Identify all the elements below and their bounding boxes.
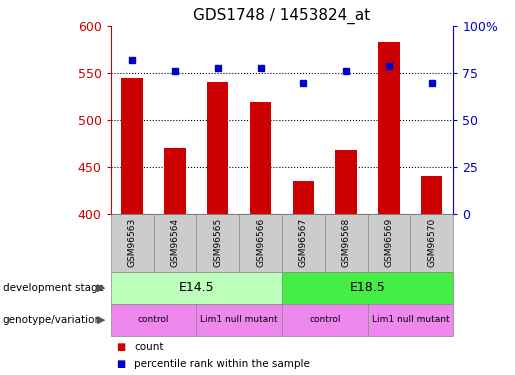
Text: GSM96564: GSM96564: [170, 218, 179, 267]
Text: percentile rank within the sample: percentile rank within the sample: [134, 359, 310, 369]
Bar: [282, 214, 325, 272]
Text: ▶: ▶: [97, 315, 106, 325]
Bar: [164, 148, 185, 214]
Bar: [250, 102, 271, 214]
Bar: [239, 214, 282, 272]
Bar: [335, 150, 357, 214]
Text: ■: ■: [116, 342, 125, 352]
Text: ■: ■: [116, 359, 125, 369]
Bar: [325, 214, 368, 272]
Bar: [421, 176, 442, 214]
Text: GSM96565: GSM96565: [213, 218, 222, 267]
Bar: [368, 214, 410, 272]
Bar: [111, 272, 282, 304]
Text: development stage: development stage: [3, 283, 104, 293]
Title: GDS1748 / 1453824_at: GDS1748 / 1453824_at: [193, 7, 371, 24]
Bar: [379, 42, 400, 214]
Bar: [122, 78, 143, 214]
Text: GSM96568: GSM96568: [341, 218, 351, 267]
Text: GSM96570: GSM96570: [427, 218, 436, 267]
Bar: [196, 214, 239, 272]
Bar: [368, 304, 453, 336]
Bar: [111, 304, 196, 336]
Text: genotype/variation: genotype/variation: [3, 315, 101, 325]
Text: ▶: ▶: [97, 283, 106, 293]
Text: GSM96569: GSM96569: [385, 218, 393, 267]
Text: GSM96563: GSM96563: [128, 218, 136, 267]
Bar: [196, 304, 282, 336]
Bar: [293, 181, 314, 214]
Bar: [282, 304, 368, 336]
Bar: [282, 272, 453, 304]
Text: GSM96566: GSM96566: [256, 218, 265, 267]
Bar: [111, 214, 153, 272]
Text: E14.5: E14.5: [179, 281, 214, 294]
Bar: [153, 214, 196, 272]
Bar: [207, 82, 229, 214]
Text: GSM96567: GSM96567: [299, 218, 308, 267]
Text: control: control: [309, 315, 340, 324]
Text: count: count: [134, 342, 163, 352]
Text: Lim1 null mutant: Lim1 null mutant: [200, 315, 278, 324]
Text: Lim1 null mutant: Lim1 null mutant: [372, 315, 449, 324]
Text: control: control: [138, 315, 169, 324]
Text: E18.5: E18.5: [350, 281, 385, 294]
Bar: [410, 214, 453, 272]
